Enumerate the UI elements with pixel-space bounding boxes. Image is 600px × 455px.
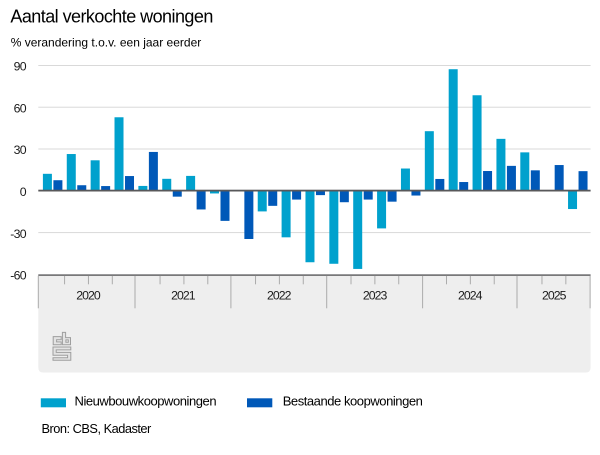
svg-text:2024: 2024 — [458, 289, 483, 303]
svg-text:60: 60 — [14, 101, 27, 115]
svg-text:2023: 2023 — [363, 289, 388, 303]
svg-text:-30: -30 — [10, 227, 27, 241]
svg-text:2021: 2021 — [171, 289, 196, 303]
svg-text:0: 0 — [20, 185, 27, 199]
svg-text:Aantal verkochte woningen: Aantal verkochte woningen — [10, 7, 212, 27]
svg-text:30: 30 — [14, 143, 27, 157]
svg-text:Bestaande koopwoningen: Bestaande koopwoningen — [283, 394, 423, 409]
svg-text:90: 90 — [14, 60, 27, 74]
svg-text:2025: 2025 — [542, 289, 567, 303]
svg-text:2022: 2022 — [267, 289, 292, 303]
svg-text:% verandering t.o.v. een jaar: % verandering t.o.v. een jaar eerder — [11, 36, 202, 50]
svg-text:Bron: CBS, Kadaster: Bron: CBS, Kadaster — [42, 421, 153, 436]
svg-text:-60: -60 — [10, 269, 27, 283]
svg-text:Nieuwbouwkoopwoningen: Nieuwbouwkoopwoningen — [75, 394, 217, 409]
svg-text:2020: 2020 — [76, 289, 101, 303]
